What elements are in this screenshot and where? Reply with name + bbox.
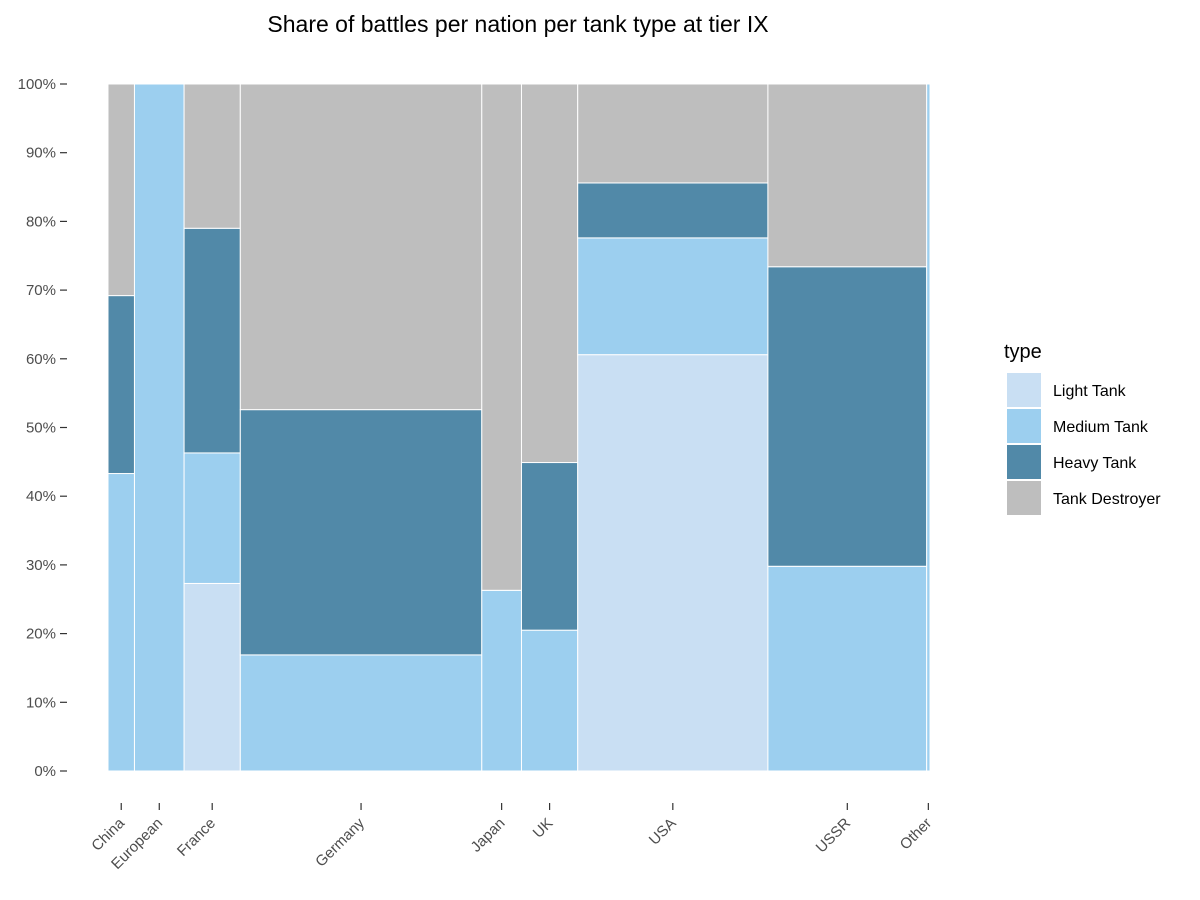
tile-france-light-tank xyxy=(183,582,241,772)
legend-label-tank-destroyer: Tank Destroyer xyxy=(1053,491,1161,508)
tile-france-tank-destroyer xyxy=(183,83,241,229)
legend-swatch-tank-destroyer xyxy=(1007,481,1041,515)
y-tick-label: 100% xyxy=(18,76,56,93)
y-tick-label: 60% xyxy=(26,351,56,368)
legend-title: type xyxy=(1004,341,1042,363)
tile-china-heavy-tank xyxy=(107,295,135,475)
chart-title: Share of battles per nation per tank typ… xyxy=(267,11,768,37)
y-tick-label: 50% xyxy=(26,420,56,437)
legend-label-medium-tank: Medium Tank xyxy=(1053,419,1149,436)
legend-label-light-tank: Light Tank xyxy=(1053,383,1127,400)
tile-uk-medium-tank xyxy=(520,629,579,772)
legend-swatch-heavy-tank xyxy=(1007,445,1041,479)
tile-uk-tank-destroyer xyxy=(520,83,579,464)
tile-china-medium-tank xyxy=(107,473,135,772)
x-tick-label: USSR xyxy=(813,815,855,857)
tile-usa-heavy-tank xyxy=(577,182,769,239)
tile-usa-medium-tank xyxy=(577,237,769,356)
plot-area xyxy=(107,83,931,772)
y-tick-label: 0% xyxy=(34,763,56,780)
tile-france-heavy-tank xyxy=(183,227,241,454)
tile-other-medium-tank xyxy=(926,83,931,772)
tile-japan-tank-destroyer xyxy=(481,83,522,591)
tile-ussr-medium-tank xyxy=(767,565,928,772)
y-axis: 0% 10% 20% 30% 40% 50% 60% 70% 80% 90% 100% xyxy=(18,76,67,780)
tile-france-medium-tank xyxy=(183,452,241,584)
y-tick-label: 80% xyxy=(26,213,56,230)
x-tick-label: USA xyxy=(646,815,680,849)
legend-label-heavy-tank: Heavy Tank xyxy=(1053,455,1137,472)
x-tick-label: UK xyxy=(530,815,557,842)
legend-swatch-light-tank xyxy=(1007,373,1041,407)
tile-usa-tank-destroyer xyxy=(577,83,769,184)
y-tick-label: 90% xyxy=(26,145,56,162)
y-tick-label: 20% xyxy=(26,626,56,643)
x-tick-label: France xyxy=(174,815,219,860)
tile-uk-heavy-tank xyxy=(520,462,579,631)
y-tick-label: 30% xyxy=(26,557,56,574)
tile-germany-tank-destroyer xyxy=(239,83,483,411)
tile-european-medium-tank xyxy=(133,83,185,772)
x-tick-label: Japan xyxy=(468,815,509,856)
tile-usa-light-tank xyxy=(577,354,769,772)
y-tick-label: 40% xyxy=(26,488,56,505)
x-tick-label: Other xyxy=(897,815,936,854)
tile-germany-medium-tank xyxy=(239,654,483,772)
tile-china-tank-destroyer xyxy=(107,83,135,297)
tile-ussr-tank-destroyer xyxy=(767,83,928,268)
y-tick-label: 70% xyxy=(26,282,56,299)
legend: type Light Tank Medium Tank Heavy Tank Tank… xyxy=(1004,341,1161,515)
x-tick-label: Germany xyxy=(312,814,368,870)
tile-ussr-heavy-tank xyxy=(767,266,928,567)
tile-germany-heavy-tank xyxy=(239,409,483,656)
y-tick-label: 10% xyxy=(26,694,56,711)
legend-swatch-medium-tank xyxy=(1007,409,1041,443)
tile-japan-medium-tank xyxy=(481,589,522,772)
